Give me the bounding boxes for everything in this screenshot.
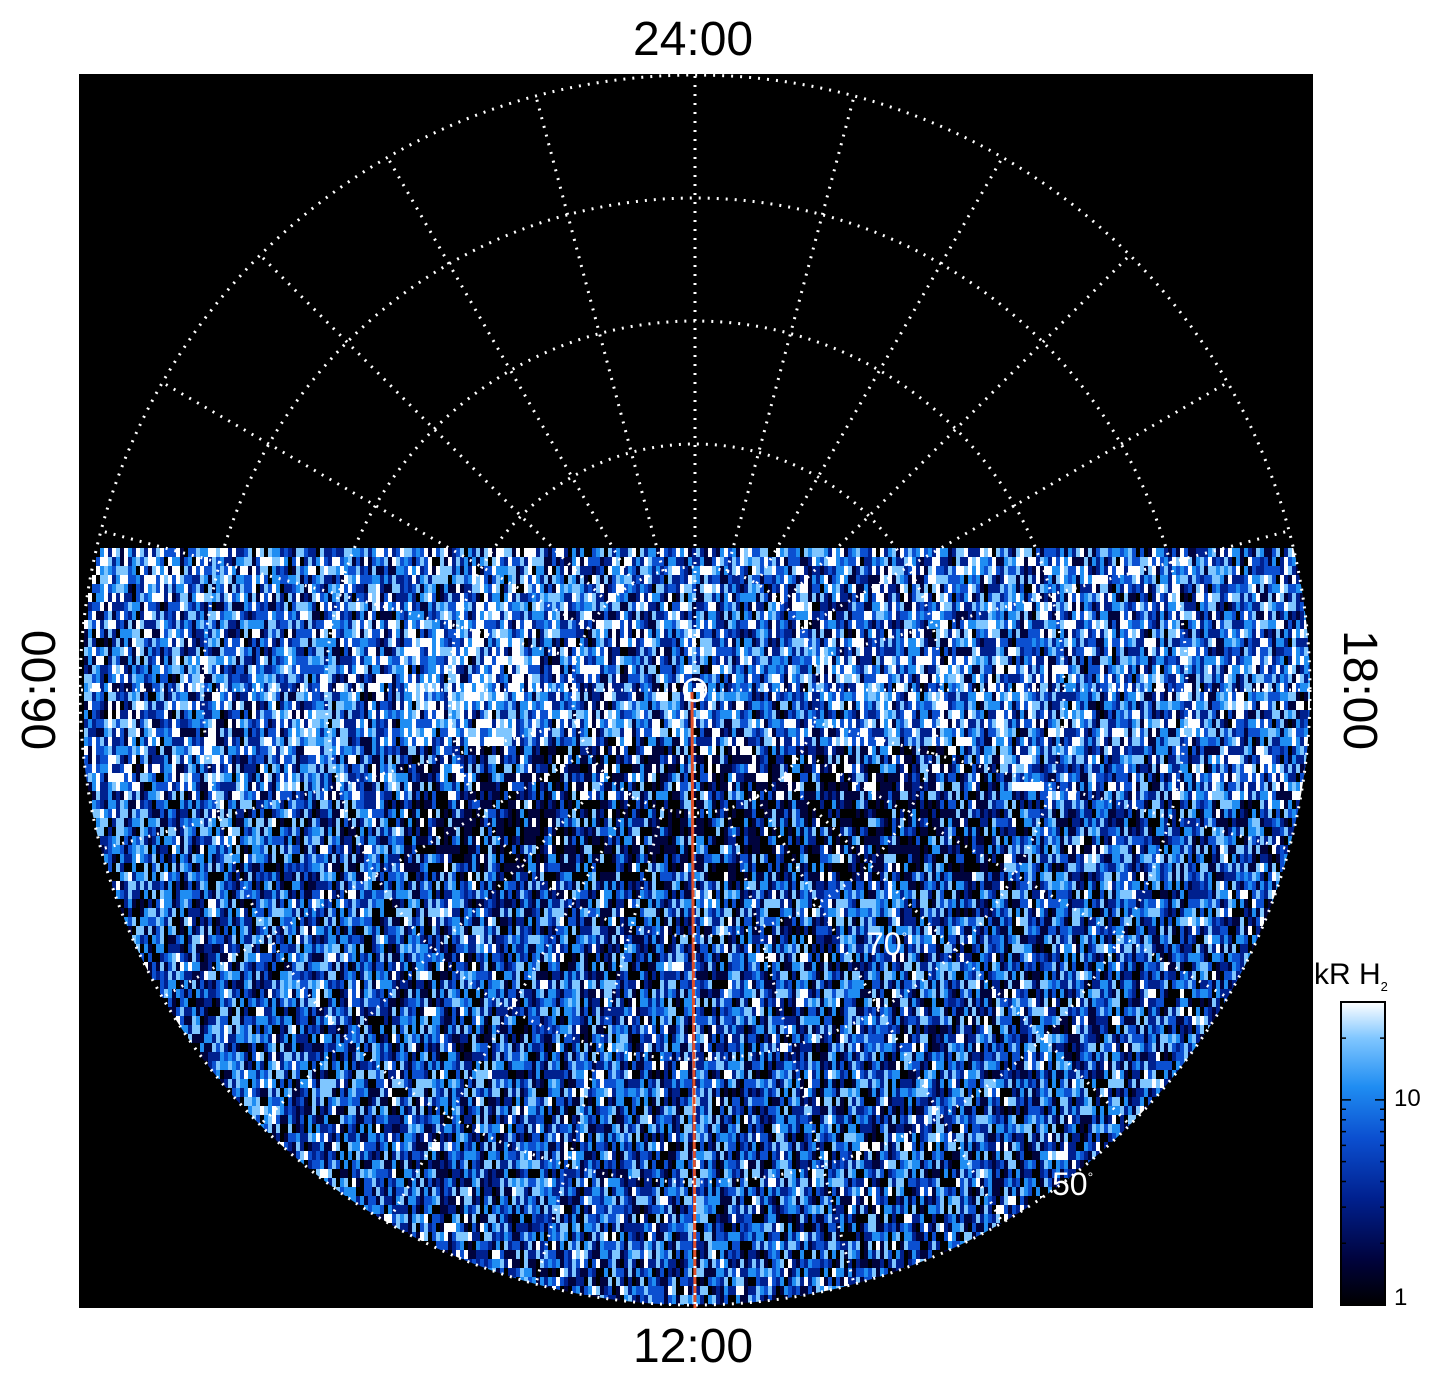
pole-marker: [682, 677, 708, 703]
lt-meridian-23: [725, 95, 856, 572]
lt-meridian-9: [259, 775, 610, 1126]
lt-meridian-11: [534, 808, 665, 1285]
lt-meridian-20: [800, 381, 1229, 630]
lt-label-left: 06:00: [13, 630, 66, 750]
colorbar-tick-1: 1: [1394, 1286, 1407, 1310]
lt-meridian-1: [534, 95, 665, 572]
colorbar-title: kR H2: [1314, 960, 1388, 994]
lat-circle-40: [78, 73, 1312, 1307]
lt-meridian-21: [780, 254, 1131, 605]
lt-meridian-22: [755, 156, 1004, 585]
lt-meridian-13: [725, 808, 856, 1285]
lat-circle-50: [201, 196, 1189, 1184]
lt-meridian-15: [780, 775, 1131, 1126]
lt-label-bottom: 12:00: [633, 1323, 753, 1371]
lat-label-70: 70°: [866, 928, 907, 960]
lt-meridian-14: [755, 795, 1004, 1224]
lat-circle-80: [570, 565, 820, 815]
colorbar-ticks: [1341, 1001, 1385, 1306]
lat-label-50: 50°: [1052, 1168, 1093, 1200]
lt-meridian-4: [161, 381, 590, 630]
colorbar: [1340, 1001, 1386, 1306]
lt-meridian-2: [386, 156, 635, 585]
lt-label-right: 18:00: [1333, 630, 1386, 750]
lat-circle-70: [447, 442, 943, 938]
colorbar-tick-10: 10: [1394, 1087, 1421, 1111]
lat-lt-grid: [78, 73, 1312, 1307]
noon-meridian-line: [690, 691, 697, 1309]
lt-meridian-8: [161, 750, 590, 999]
lt-meridian-3: [259, 254, 610, 605]
lt-meridian-10: [386, 795, 635, 1224]
lt-meridian-17: [813, 720, 1290, 851]
lt-meridian-16: [800, 750, 1229, 999]
lt-meridian-19: [813, 529, 1290, 660]
lt-label-top: 24:00: [633, 16, 753, 64]
lt-meridian-7: [100, 720, 577, 851]
lt-meridian-5: [100, 529, 577, 660]
emission-map: [84, 548, 1310, 1305]
